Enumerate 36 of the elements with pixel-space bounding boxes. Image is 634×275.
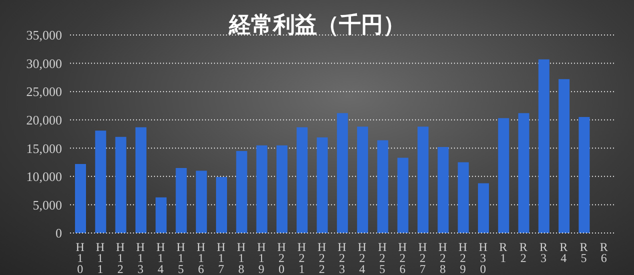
x-tick-label: H18 <box>236 240 246 275</box>
x-tick-label: H26 <box>398 240 408 275</box>
x-tick-label: H22 <box>318 240 327 275</box>
x-tick-label: H13 <box>136 240 146 275</box>
y-tick-label: 25,000 <box>26 84 62 100</box>
x-tick-label: H23 <box>338 240 347 275</box>
y-tick-label: 0 <box>56 226 62 241</box>
y-tick-label: 10,000 <box>26 169 62 184</box>
x-tick-label: R1 <box>499 240 508 265</box>
y-tick-label: 30,000 <box>26 56 62 71</box>
y-tick-label: 35,000 <box>26 28 62 43</box>
x-tick-label: H17 <box>216 240 226 275</box>
x-tick-label: H15 <box>176 240 186 275</box>
x-tick-label: H19 <box>257 240 266 275</box>
x-tick-label: H20 <box>277 240 286 275</box>
x-tick-label: H16 <box>196 240 206 275</box>
x-tick-label: H10 <box>76 240 85 275</box>
x-tick-label: R5 <box>580 240 588 265</box>
x-tick-label: R2 <box>519 240 528 265</box>
y-tick-label: 20,000 <box>26 112 62 128</box>
x-tick-label: H29 <box>458 240 468 275</box>
x-tick-label: H21 <box>297 240 306 275</box>
y-tick-label: 5,000 <box>32 197 62 212</box>
x-tick-label: H28 <box>438 240 448 275</box>
x-tick-label: H25 <box>378 240 387 275</box>
x-tick-label: H11 <box>96 240 105 275</box>
x-tick-label: R6 <box>600 240 608 265</box>
x-tick-label: H14 <box>156 240 166 275</box>
x-tick-label: H12 <box>116 240 126 275</box>
chart-title: 経常利益（千円） <box>229 13 405 38</box>
y-tick-label: 15,000 <box>26 140 62 156</box>
x-tick-label: H27 <box>418 240 428 275</box>
x-tick-label: R4 <box>560 240 568 265</box>
x-tick-label: R3 <box>539 240 548 265</box>
x-tick-label: H30 <box>478 240 488 275</box>
x-tick-label: H24 <box>358 240 367 275</box>
